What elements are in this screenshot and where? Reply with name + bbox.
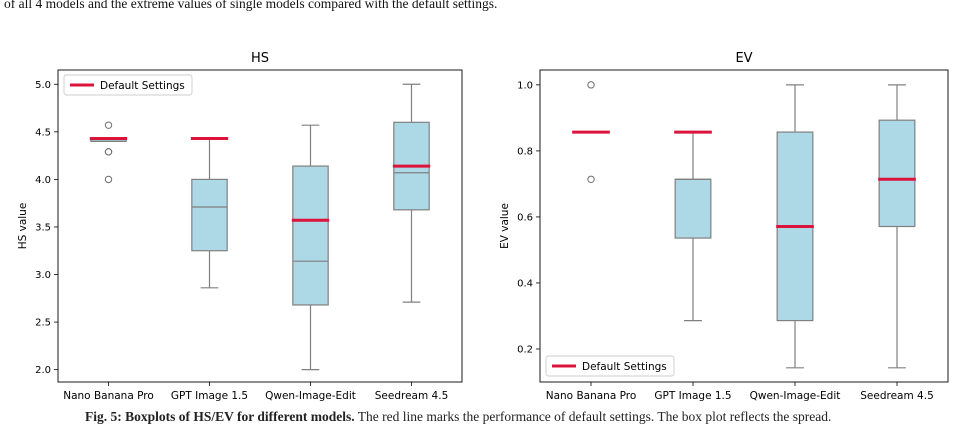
outlier-point [587, 175, 595, 183]
figure-caption-label: Fig. 5: Boxplots of HS/EV for different … [85, 410, 355, 424]
chart-title: HS [251, 51, 269, 66]
y-tick-label: 1.0 [517, 80, 533, 91]
y-tick-label: 0.4 [517, 278, 533, 289]
x-tick-label: Seedream 4.5 [860, 390, 934, 402]
legend: Default Settings [63, 74, 193, 96]
outlier-point [587, 81, 595, 89]
y-tick-label: 4.5 [35, 127, 51, 138]
y-axis-label: EV value [499, 203, 511, 249]
box [878, 119, 916, 228]
outlier-point [104, 121, 113, 129]
box [292, 165, 329, 306]
x-tick-label: Seedream 4.5 [375, 390, 449, 402]
outlier-point [104, 175, 113, 184]
x-tick-label: GPT Image 1.5 [654, 390, 731, 402]
y-tick-label: 4.0 [35, 175, 51, 186]
y-tick-label: 5.0 [35, 80, 51, 91]
axes-frame [539, 69, 949, 383]
legend-box [63, 74, 193, 96]
figure-caption-text: The red line marks the performance of de… [357, 410, 832, 424]
y-tick-label: 0.6 [517, 212, 533, 223]
legend: Default Settings [545, 355, 675, 377]
x-tick-label: Qwen-Image-Edit [265, 390, 356, 402]
figure-caption: Fig. 5: Boxplots of HS/EV for different … [85, 410, 965, 428]
y-axis-label: HS value [17, 203, 29, 250]
caption-top-line: of all 4 models and the extreme values o… [4, 0, 498, 11]
y-tick-label: 0.2 [517, 344, 533, 355]
y-tick-label: 3.0 [35, 270, 51, 281]
y-tick-label: 2.5 [35, 318, 51, 329]
y-tick-label: 0.8 [517, 146, 533, 157]
box [191, 178, 228, 252]
y-tick-label: 2.0 [35, 365, 51, 376]
box [674, 178, 712, 239]
legend-box [545, 355, 675, 377]
legend-label: Default Settings [582, 361, 667, 373]
x-tick-label: Nano Banana Pro [546, 390, 637, 402]
x-tick-label: Qwen-Image-Edit [750, 390, 841, 402]
x-tick-label: Nano Banana Pro [63, 390, 154, 402]
chart-panel-1: EV 0.2 0.4 0.6 0.8 1.0 EV value Nano Banana Pro… [499, 51, 949, 402]
figure-charts: HS 2.0 2.5 3.0 3.5 4.0 4.5 5.0 HS value Nano Bana… [17, 51, 949, 402]
legend-label: Default Settings [100, 80, 185, 92]
outlier-point [104, 148, 113, 156]
chart-title: EV [735, 51, 752, 66]
chart-panel-0: HS 2.0 2.5 3.0 3.5 4.0 4.5 5.0 HS value Nano Bana… [17, 51, 463, 402]
y-tick-label: 3.5 [35, 222, 51, 233]
x-tick-label: GPT Image 1.5 [171, 390, 248, 402]
axes-frame [57, 69, 463, 383]
